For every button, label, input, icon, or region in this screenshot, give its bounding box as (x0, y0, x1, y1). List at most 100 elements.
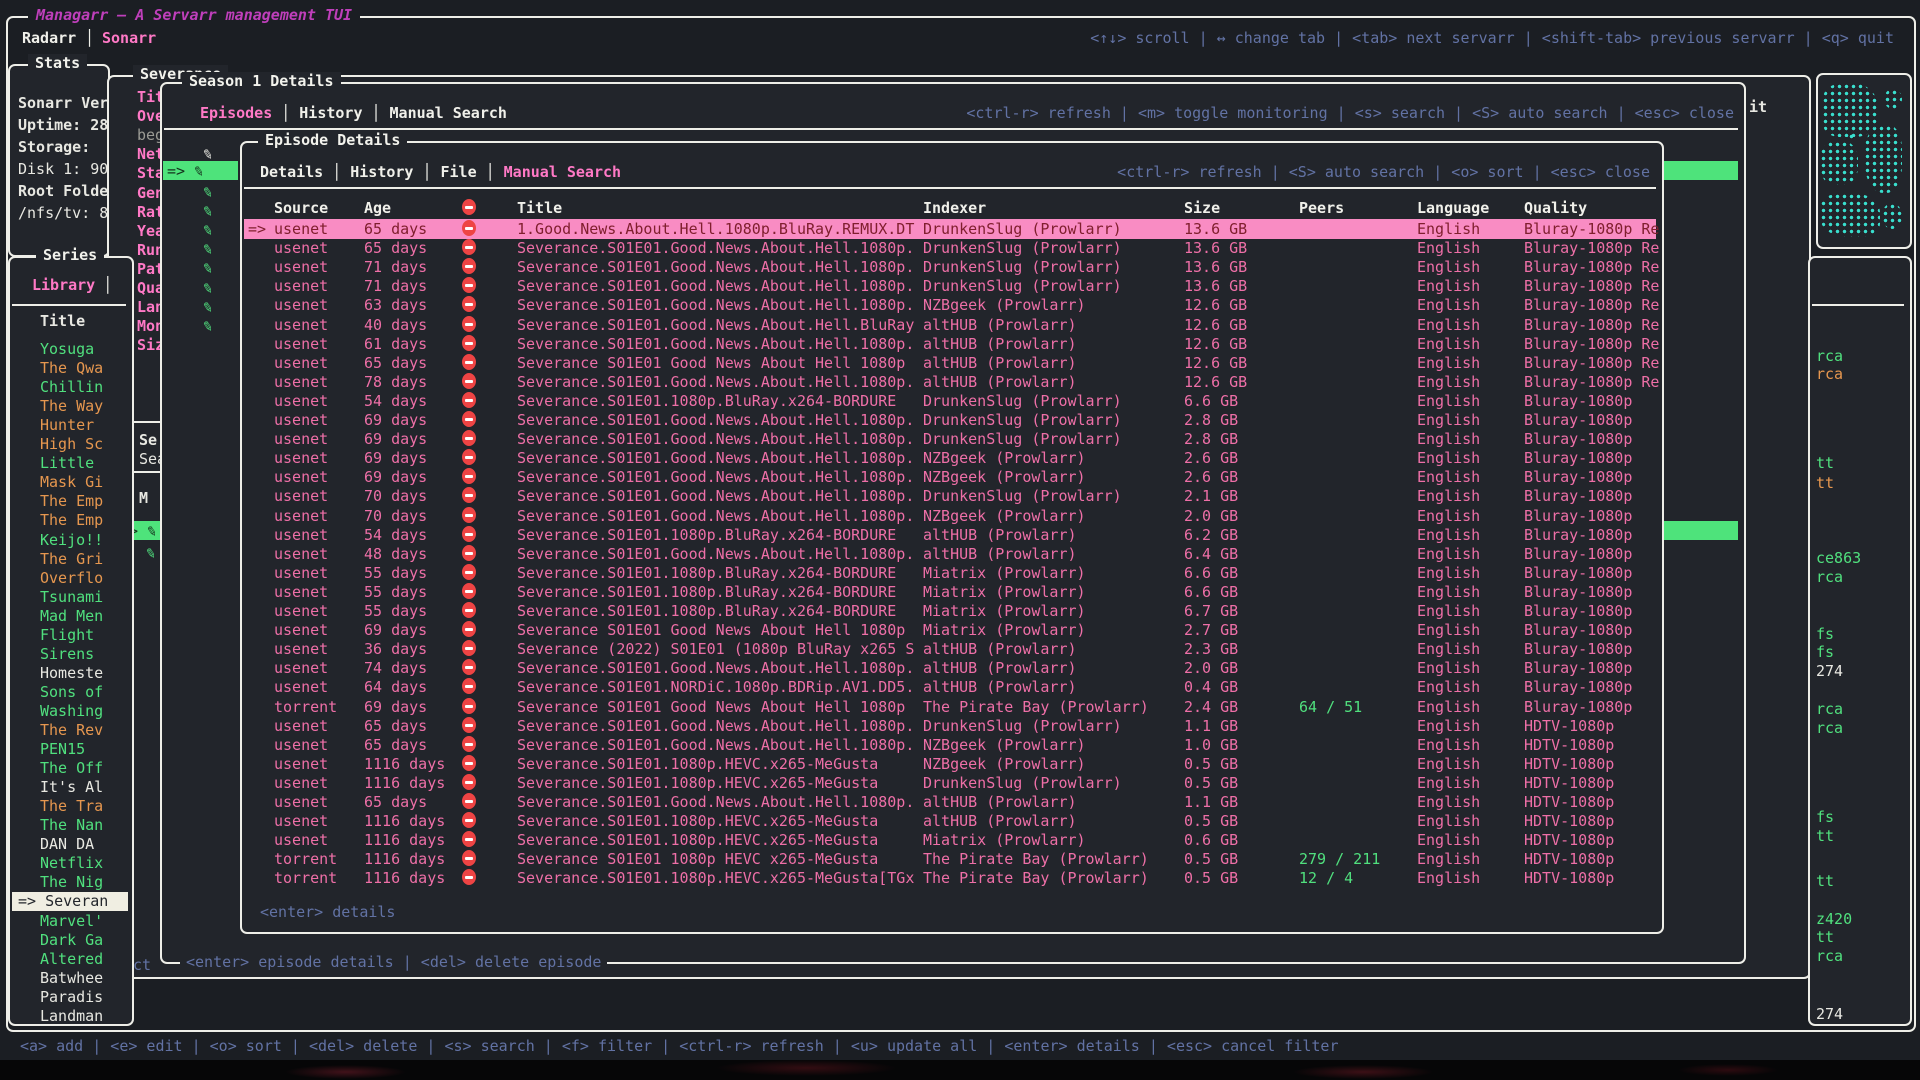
tab-library[interactable]: Library (32, 276, 96, 294)
series-row[interactable]: Mask Gi (40, 473, 104, 492)
series-row[interactable]: Little (40, 454, 95, 473)
cell-age: 69 days (364, 697, 428, 716)
series-row[interactable]: Yosuga (40, 340, 95, 358)
release-row[interactable]: usenet 71 days Severance.S01E01.Good.News.… (242, 258, 1659, 277)
release-row[interactable]: usenet 74 days Severance.S01E01.Good.News.… (242, 659, 1658, 678)
cell-size: 2.0 GB (1184, 506, 1239, 525)
release-row[interactable]: usenet 54 days Severance.S01E01.1080p.BluR… (242, 391, 1658, 411)
cell-title: Severance.S01E01.Good.News.About.Hell.10… (517, 296, 915, 315)
release-row[interactable]: => usenet 65 days 1.Good.News.About.Hell.10… (242, 219, 1659, 239)
series-row[interactable]: Overflo (40, 568, 104, 587)
series-row[interactable]: Batwhee (40, 968, 104, 987)
series-row[interactable]: Chillin (40, 378, 104, 397)
release-row[interactable]: torrent 69 days Severance S01E01 Good News… (242, 697, 1658, 717)
series-row[interactable]: Flight (40, 625, 95, 644)
series-row-selected[interactable] (12, 892, 128, 912)
series-row[interactable]: The Qwa (40, 359, 104, 378)
series-row[interactable]: The Nig (40, 873, 104, 892)
cell-lang: English (1417, 678, 1481, 697)
cell-lang: English (1417, 812, 1481, 831)
series-row[interactable]: Paradis (40, 987, 104, 1006)
tab-file[interactable]: File (440, 163, 477, 181)
series-row[interactable]: The Nan (40, 816, 104, 835)
cell-idx: altHUB (Prowlarr) (923, 812, 1077, 831)
release-row[interactable]: usenet 55 days Severance.S01E01.1080p.BluR… (242, 582, 1658, 602)
release-row[interactable]: usenet 36 days Severance (2022) S01E01 (10… (242, 640, 1658, 659)
series-row[interactable]: Sirens (40, 644, 95, 663)
release-row[interactable]: usenet 65 days Severance.S01E01.Good.News.… (242, 716, 1658, 736)
release-row[interactable]: usenet 64 days Severance.S01E01.NORDiC.108… (242, 678, 1658, 697)
tab-details[interactable]: Details (260, 163, 324, 181)
series-row[interactable]: Mad Men (40, 606, 104, 625)
series-row[interactable]: The Off (40, 759, 104, 778)
series-row[interactable]: Homeste (40, 663, 104, 682)
series-row[interactable]: Marvel' (40, 911, 104, 930)
release-row[interactable]: usenet 65 days Severance.S01E01.Good.News.… (242, 793, 1658, 812)
series-row[interactable]: Landman (40, 1006, 104, 1025)
release-row[interactable]: usenet 69 days Severance.S01E01.Good.News.… (242, 449, 1658, 468)
release-row[interactable]: usenet 71 days Severance.S01E01.Good.News.… (242, 277, 1659, 296)
series-row[interactable]: Netflix (40, 854, 104, 873)
release-row[interactable]: usenet 54 days Severance.S01E01.1080p.BluR… (242, 525, 1658, 545)
cell-idx: DrunkenSlug (Prowlarr) (923, 430, 1122, 449)
release-row[interactable]: usenet 1116 days Severance.S01E01.1080p.HE… (242, 812, 1658, 831)
series-row[interactable]: The Rev (40, 721, 104, 739)
bg-fragment-text: rca (1816, 347, 1844, 365)
release-row[interactable]: usenet 63 days Severance.S01E01.Good.News.… (242, 296, 1659, 315)
season-tabs-separator (164, 128, 1738, 130)
series-row[interactable]: The Gri (40, 549, 104, 568)
series-row[interactable]: Keijo!! (40, 530, 104, 549)
release-row[interactable]: usenet 65 days Severance.S01E01.Good.News.… (242, 735, 1658, 755)
tab-history[interactable]: History (299, 104, 363, 122)
series-row[interactable]: It's Al (40, 778, 104, 797)
series-row[interactable]: The Tra (40, 797, 104, 816)
release-row[interactable]: usenet 70 days Severance.S01E01.Good.News.… (242, 487, 1658, 506)
tab-radarr[interactable]: Radarr (22, 29, 77, 47)
tab-manual-search[interactable]: Manual Search (389, 104, 507, 122)
series-row[interactable]: Sons of (40, 682, 104, 701)
release-row[interactable]: usenet 70 days Severance.S01E01.Good.News.… (242, 506, 1658, 526)
release-row[interactable]: usenet 69 days Severance.S01E01.Good.News.… (242, 430, 1658, 449)
release-row[interactable]: usenet 1116 days Severance.S01E01.1080p.HE… (242, 831, 1658, 850)
release-row[interactable]: usenet 69 days Severance.S01E01.Good.News.… (242, 468, 1658, 487)
cell-idx: The Pirate Bay (Prowlarr) (923, 850, 1149, 869)
cell-idx: Miatrix (Prowlarr) (923, 831, 1086, 850)
season-footer-help: <enter> episode details | <del> delete e… (180, 953, 608, 972)
selected-episode-row-left[interactable]: => ✎ (163, 160, 238, 181)
release-row[interactable]: usenet 65 days Severance S01E01 Good News … (242, 353, 1659, 373)
series-row[interactable]: PEN15 (40, 740, 86, 759)
tab-ep-manual-search[interactable]: Manual Search (503, 163, 622, 181)
release-row[interactable]: usenet 78 days Severance.S01E01.Good.News.… (242, 372, 1659, 392)
release-row[interactable]: torrent 1116 days Severance S01E01 1080p H… (242, 850, 1658, 869)
release-row[interactable]: usenet 1116 days Severance.S01E01.1080p.HE… (242, 773, 1658, 793)
cell-q: Bluray-1080p (1524, 678, 1633, 697)
cell-q: HDTV-1080p (1524, 773, 1615, 792)
series-row[interactable]: Tsunami (40, 587, 104, 606)
release-row[interactable]: usenet 69 days Severance.S01E01.Good.News.… (242, 411, 1658, 430)
series-row[interactable]: DAN DA (40, 835, 95, 854)
release-row[interactable]: usenet 48 days Severance.S01E01.Good.News.… (242, 544, 1658, 564)
release-row[interactable]: usenet 55 days Severance.S01E01.1080p.BluR… (242, 602, 1658, 621)
series-row[interactable]: The Way (40, 397, 104, 416)
release-row[interactable]: usenet 40 days Severance.S01E01.Good.News.… (242, 315, 1659, 335)
series-row[interactable]: High Sc (40, 435, 104, 454)
release-row[interactable]: usenet 61 days Severance.S01E01.Good.News.… (242, 334, 1659, 354)
series-row[interactable]: The Emp (40, 492, 104, 511)
release-row[interactable]: torrent 1116 days Severance.S01E01.1080p.H… (242, 869, 1658, 888)
series-row[interactable]: Altered (40, 949, 104, 968)
release-row[interactable]: usenet 65 days Severance.S01E01.Good.News.… (242, 239, 1659, 258)
tab-ep-history[interactable]: History (350, 163, 414, 181)
tab-episodes[interactable]: Episodes (200, 104, 273, 122)
series-row[interactable]: Hunter (40, 416, 95, 435)
series-row[interactable]: Dark Ga (40, 930, 104, 949)
cell-title: Severance.S01E01.Good.News.About.Hell.10… (517, 449, 915, 468)
release-row[interactable]: usenet 55 days Severance.S01E01.1080p.BluR… (242, 563, 1658, 583)
series-row[interactable]: Washing (40, 701, 104, 720)
series-row[interactable]: The Emp (40, 511, 104, 530)
tab-sonarr[interactable]: Sonarr (102, 29, 157, 47)
cell-src: usenet (274, 391, 329, 410)
cell-src: usenet (274, 296, 329, 315)
release-row[interactable]: usenet 1116 days Severance.S01E01.1080p.HE… (242, 754, 1658, 774)
cell-title: Severance.S01E01.1080p.HEVC.x265-MeGusta (517, 754, 879, 773)
release-row[interactable]: usenet 69 days Severance S01E01 Good News … (242, 621, 1658, 640)
